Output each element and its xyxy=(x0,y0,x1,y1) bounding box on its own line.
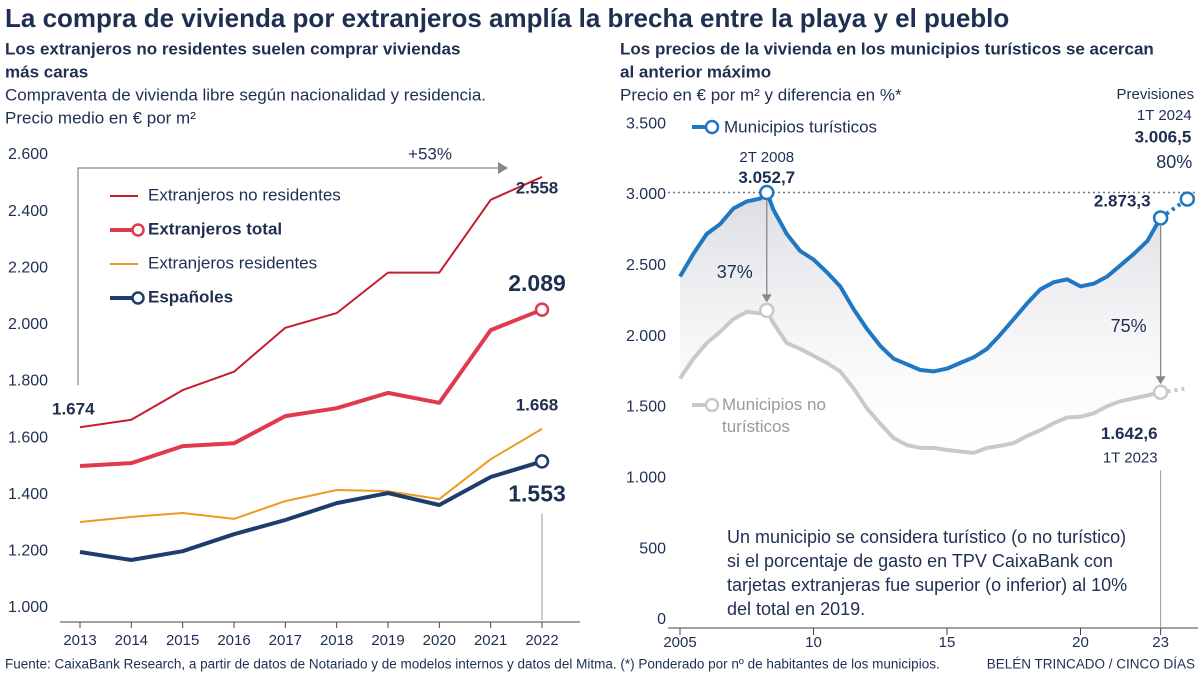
annotation-arrow xyxy=(77,167,498,386)
y-tick-label: 2.400 xyxy=(8,203,48,220)
x-tick-label: 2015 xyxy=(166,632,199,649)
y-tick-label: 1.000 xyxy=(626,470,666,487)
y-tick-label: 1.500 xyxy=(626,399,666,416)
data-label: 1.668 xyxy=(516,395,559,414)
annotation: +53% xyxy=(408,144,452,163)
legend-marker xyxy=(131,291,145,305)
point-marker xyxy=(1179,191,1196,207)
y-tick-label: 2.500 xyxy=(626,257,666,274)
point-marker xyxy=(759,302,775,319)
note: tarjetas extranjeras fue superior (o inf… xyxy=(727,575,1127,595)
annotation: 2T 2008 xyxy=(739,149,794,166)
y-tick-label: 1.200 xyxy=(8,543,48,560)
y-tick-label: 1.800 xyxy=(8,373,48,390)
x-tick-label: 15 xyxy=(939,634,956,651)
gap-shading xyxy=(680,192,1161,453)
y-tick-label: 0 xyxy=(657,611,666,628)
legend-label: Extranjeros residentes xyxy=(148,253,317,272)
x-tick-label: 2018 xyxy=(320,632,353,649)
main-title: La compra de vivienda por extranjeros am… xyxy=(5,3,1009,33)
chart-subtitle: Precio en € por m² y diferencia en %* xyxy=(620,85,902,104)
point-marker xyxy=(534,302,550,317)
legend-label: Municipios no turísticos xyxy=(722,395,826,436)
point-marker xyxy=(534,454,550,469)
x-tick-label: 2022 xyxy=(525,632,558,649)
y-tick-label: 1.400 xyxy=(8,486,48,503)
y-tick-label: 1.000 xyxy=(8,599,48,616)
annotation: 1T 2023 xyxy=(1103,449,1158,466)
chart-subtitle: Precio medio en € por m² xyxy=(5,108,196,127)
legend-label: Extranjeros no residentes xyxy=(148,185,341,204)
point-marker xyxy=(759,184,775,201)
chart-title: más caras xyxy=(5,62,88,81)
data-label: 3.006,5 xyxy=(1135,127,1192,146)
y-tick-label: 2.600 xyxy=(8,146,48,163)
legend-label: Municipios turísticos xyxy=(724,117,877,136)
data-label: 2.558 xyxy=(516,178,559,197)
y-tick-label: 3.500 xyxy=(626,115,666,132)
legend-label: Españoles xyxy=(148,287,233,306)
annotation-arrowhead xyxy=(498,162,508,174)
legend-label: Extranjeros total xyxy=(148,219,282,238)
x-tick-label: 2017 xyxy=(269,632,302,649)
legend-marker xyxy=(704,119,720,135)
data-label: 2.873,3 xyxy=(1094,191,1151,210)
difference-label: 75% xyxy=(1111,316,1147,336)
data-label: 3.052,7 xyxy=(738,168,795,187)
x-tick-label: 2019 xyxy=(371,632,404,649)
line-series xyxy=(79,175,543,429)
chart-title: al anterior máximo xyxy=(620,62,771,81)
x-tick-label: 2020 xyxy=(423,632,456,649)
credit: BELÉN TRINCADO / CINCO DÍAS xyxy=(987,657,1195,672)
point-marker xyxy=(1152,210,1169,226)
difference-arrowhead xyxy=(1155,376,1166,385)
line-series xyxy=(79,307,543,468)
line-series xyxy=(79,428,543,523)
x-tick-label: 2005 xyxy=(663,634,696,651)
line-series xyxy=(79,459,543,562)
x-tick-label: 2021 xyxy=(474,632,507,649)
point-marker xyxy=(1152,384,1169,401)
legend-item: Municipios no turísticos xyxy=(722,395,826,436)
data-label: 1.674 xyxy=(52,400,95,419)
source: Fuente: CaixaBank Research, a partir de … xyxy=(5,657,940,672)
note: del total en 2019. xyxy=(727,599,865,619)
forecast-series xyxy=(1160,386,1188,395)
y-tick-label: 2.000 xyxy=(626,328,666,345)
y-tick-label: 2.200 xyxy=(8,259,48,276)
data-label: 1.553 xyxy=(508,481,566,507)
x-tick-label: 2016 xyxy=(217,632,250,649)
note: Un municipio se considera turístico (o n… xyxy=(727,527,1126,547)
x-tick-label: 23 xyxy=(1152,634,1169,651)
x-tick-label: 2013 xyxy=(63,632,96,649)
legend-marker xyxy=(131,223,145,237)
x-tick-label: 10 xyxy=(805,634,822,651)
y-tick-label: 3.000 xyxy=(626,186,666,203)
y-tick-label: 2.000 xyxy=(8,316,48,333)
x-tick-label: 20 xyxy=(1072,634,1089,651)
y-tick-label: 1.600 xyxy=(8,429,48,446)
x-tick-label: 2014 xyxy=(115,632,148,649)
legend-marker xyxy=(704,397,720,413)
difference-arrowhead xyxy=(761,294,772,303)
difference-label: 37% xyxy=(717,262,753,282)
data-label: 1.642,6 xyxy=(1101,424,1158,443)
data-label: 2.089 xyxy=(508,270,566,296)
annotation: Previsiones xyxy=(1117,86,1195,103)
chart-title: Los precios de la vivienda en los munici… xyxy=(620,39,1154,58)
forecast-series xyxy=(1159,197,1189,220)
annotation: 1T 2024 xyxy=(1137,107,1192,124)
chart-subtitle: Compraventa de vivienda libre según naci… xyxy=(5,85,486,104)
y-tick-label: 500 xyxy=(639,540,666,557)
chart-title: Los extranjeros no residentes suelen com… xyxy=(5,39,460,58)
difference-label: 80% xyxy=(1156,152,1192,172)
note: si el porcentaje de gasto en TPV CaixaBa… xyxy=(727,551,1113,571)
